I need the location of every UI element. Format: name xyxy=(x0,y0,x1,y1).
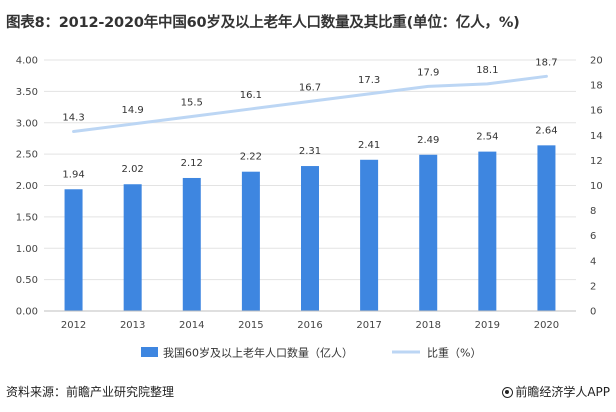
left-axis-tick-label: 0.00 xyxy=(16,307,38,318)
left-axis-tick-label: 1.50 xyxy=(16,212,38,223)
left-y-axis: 0.00 0.50 1.00 1.50 2.00 2.50 3.00 3.50 4.00 xyxy=(16,56,38,318)
right-axis-tick-label: 2 xyxy=(590,281,596,292)
x-axis-tick-label: 2018 xyxy=(415,320,440,331)
line-value-label: 17.3 xyxy=(358,75,380,86)
line-value-label: 14.9 xyxy=(122,105,144,116)
bar-data-labels: 1.94 2.02 2.12 2.22 2.31 2.41 2.49 2.54 2.64 xyxy=(62,125,557,180)
line-value-label: 17.9 xyxy=(417,67,439,78)
right-axis-tick-label: 14 xyxy=(590,131,603,142)
bar xyxy=(478,151,497,311)
bar xyxy=(360,159,379,311)
x-axis: 2012 2013 2014 2015 2016 2017 2018 2019 2020 xyxy=(44,310,576,331)
bar xyxy=(182,177,201,311)
right-axis-tick-label: 20 xyxy=(590,56,603,67)
x-axis-tick-label: 2019 xyxy=(475,320,500,331)
legend-line-label: 比重（%） xyxy=(427,346,481,360)
left-axis-tick-label: 2.00 xyxy=(16,181,38,192)
right-axis-tick-label: 12 xyxy=(590,156,603,167)
chart-title: 图表8：2012-2020年中国60岁及以上老年人口数量及其比重(单位：亿人，%… xyxy=(6,15,520,31)
x-axis-tick-label: 2015 xyxy=(238,320,263,331)
x-axis-tick-label: 2014 xyxy=(179,320,204,331)
bar-value-label: 2.22 xyxy=(240,152,262,163)
line-value-label: 18.7 xyxy=(535,57,557,68)
x-axis-tick-label: 2012 xyxy=(61,320,86,331)
left-axis-tick-label: 4.00 xyxy=(16,56,38,67)
qianzhan-logo-icon xyxy=(502,387,514,398)
x-axis-tick-label: 2017 xyxy=(356,320,381,331)
bar xyxy=(64,189,83,311)
bar-value-label: 2.31 xyxy=(299,146,321,157)
line-value-label: 15.5 xyxy=(181,97,203,108)
line-value-label: 16.7 xyxy=(299,82,321,93)
bar xyxy=(123,184,142,311)
bar-value-label: 2.41 xyxy=(358,140,380,151)
x-axis-tick-label: 2020 xyxy=(534,320,559,331)
bar-value-label: 2.64 xyxy=(535,125,557,136)
right-axis-tick-label: 0 xyxy=(590,307,596,318)
brand-name: 前瞻经济学人APP xyxy=(515,385,610,399)
bar-series xyxy=(64,145,556,311)
brand-credit: 前瞻经济学人APP xyxy=(502,383,610,400)
right-axis-tick-label: 8 xyxy=(590,206,596,217)
bar-value-label: 2.02 xyxy=(122,164,144,175)
right-axis-tick-label: 4 xyxy=(590,256,596,267)
left-axis-tick-label: 0.50 xyxy=(16,275,38,286)
left-axis-tick-label: 3.50 xyxy=(16,87,38,98)
legend-bar-label: 我国60岁及以上老年人口数量（亿人） xyxy=(163,346,353,360)
source-note: 资料来源：前瞻产业研究院整理 xyxy=(6,385,175,399)
right-axis-tick-label: 18 xyxy=(590,81,603,92)
bar-value-label: 2.54 xyxy=(476,132,498,143)
x-axis-tick-label: 2016 xyxy=(297,320,322,331)
line-series xyxy=(72,74,548,134)
right-y-axis: 0 2 4 6 8 10 12 14 16 18 20 xyxy=(590,56,603,318)
line-value-label: 14.3 xyxy=(62,113,84,124)
left-axis-tick-label: 3.00 xyxy=(16,118,38,129)
legend-bar-swatch xyxy=(141,347,158,357)
line-value-label: 18.1 xyxy=(476,65,498,76)
bar xyxy=(301,166,319,311)
right-axis-tick-label: 16 xyxy=(590,106,603,117)
bar-value-label: 1.94 xyxy=(62,169,84,180)
line-value-label: 16.1 xyxy=(240,90,262,101)
bar-value-label: 2.12 xyxy=(181,158,203,169)
left-axis-tick-label: 2.50 xyxy=(16,150,38,161)
right-axis-tick-label: 10 xyxy=(590,181,603,192)
bar-value-label: 2.49 xyxy=(417,135,439,146)
bar xyxy=(241,171,260,311)
bar xyxy=(537,145,556,311)
line-data-labels: 14.3 14.9 15.5 16.1 16.7 17.3 17.9 18.1 18.7 xyxy=(62,57,557,123)
right-axis-tick-label: 6 xyxy=(590,231,596,242)
left-axis-tick-label: 1.00 xyxy=(16,244,38,255)
legend: 我国60岁及以上老年人口数量（亿人） 比重（%） xyxy=(141,346,481,360)
bar xyxy=(419,154,438,311)
x-axis-tick-label: 2013 xyxy=(120,320,145,331)
